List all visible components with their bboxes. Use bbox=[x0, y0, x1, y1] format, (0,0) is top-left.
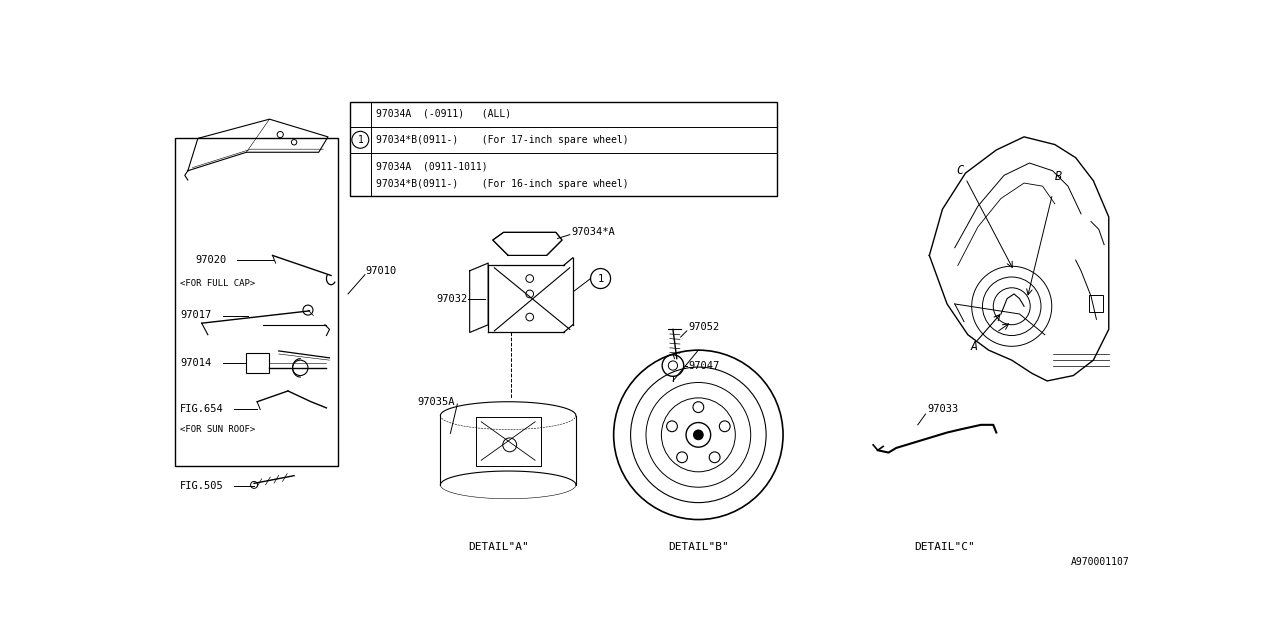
Text: 97032: 97032 bbox=[436, 294, 467, 303]
Text: 97034*A: 97034*A bbox=[571, 227, 616, 237]
Bar bbox=[175, 138, 338, 466]
Text: 1: 1 bbox=[598, 273, 604, 284]
Polygon shape bbox=[470, 263, 488, 332]
Text: <FOR SUN ROOF>: <FOR SUN ROOF> bbox=[180, 425, 256, 434]
Text: 97020: 97020 bbox=[196, 255, 227, 265]
Circle shape bbox=[692, 429, 704, 440]
Text: DETAIL"C": DETAIL"C" bbox=[914, 541, 975, 552]
Text: FIG.654: FIG.654 bbox=[180, 404, 224, 415]
Text: FIG.505: FIG.505 bbox=[180, 481, 224, 492]
Text: A: A bbox=[970, 340, 978, 353]
Text: C: C bbox=[956, 164, 964, 177]
Text: 97035A: 97035A bbox=[417, 397, 454, 407]
Text: DETAIL"B": DETAIL"B" bbox=[668, 541, 728, 552]
Text: 97034*B(0911-)    (For 17-inch spare wheel): 97034*B(0911-) (For 17-inch spare wheel) bbox=[376, 135, 628, 145]
Text: 97034A  (-0911)   (ALL): 97034A (-0911) (ALL) bbox=[376, 109, 512, 119]
Text: DETAIL"A": DETAIL"A" bbox=[467, 541, 529, 552]
Bar bbox=[246, 353, 270, 373]
Text: <FOR FULL CAP>: <FOR FULL CAP> bbox=[180, 278, 256, 287]
Text: 97034*B(0911-)    (For 16-inch spare wheel): 97034*B(0911-) (For 16-inch spare wheel) bbox=[376, 179, 628, 189]
Text: A970001107: A970001107 bbox=[1071, 557, 1129, 567]
Text: 97034A  (0911-1011): 97034A (0911-1011) bbox=[376, 161, 488, 171]
Bar bbox=[349, 102, 777, 196]
Text: 97017: 97017 bbox=[180, 310, 211, 321]
Bar bbox=[1089, 294, 1102, 312]
Text: 97014: 97014 bbox=[180, 358, 211, 368]
Text: B: B bbox=[1055, 170, 1062, 184]
Text: 97010: 97010 bbox=[365, 266, 397, 276]
Polygon shape bbox=[493, 232, 562, 255]
Text: 97033: 97033 bbox=[927, 404, 959, 415]
Text: 1: 1 bbox=[357, 135, 364, 145]
Text: 97047: 97047 bbox=[689, 360, 719, 371]
Text: 97052: 97052 bbox=[689, 322, 719, 332]
